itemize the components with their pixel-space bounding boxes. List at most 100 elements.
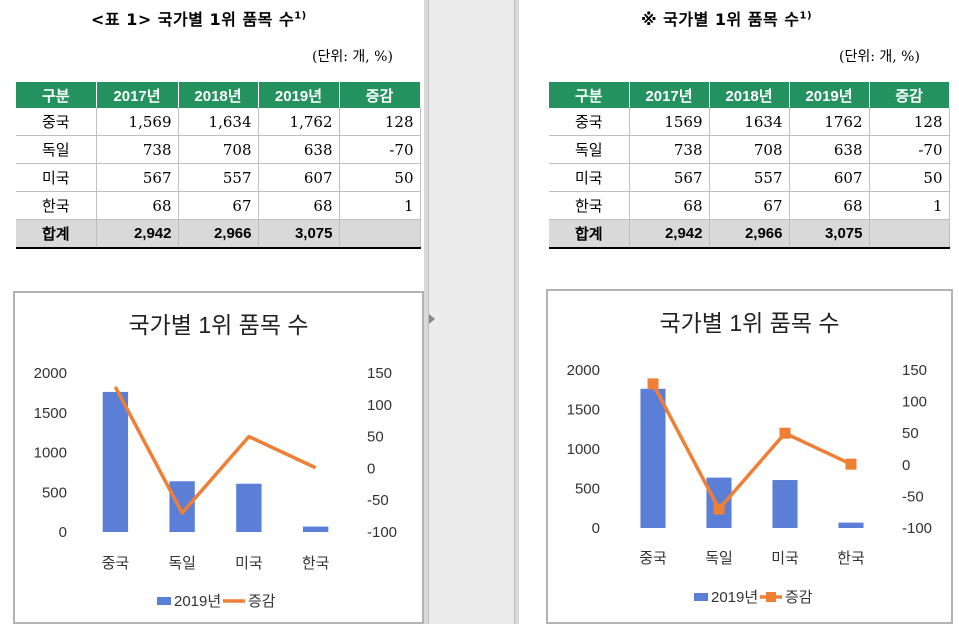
x-axis-category-label: 중국 [639, 550, 667, 567]
line-marker [845, 458, 857, 470]
line-series [113, 386, 317, 515]
table-cell[interactable]: 567 [96, 163, 179, 192]
y2-axis-tick-label: 150 [902, 362, 927, 379]
column-header[interactable]: 2019년 [789, 82, 870, 108]
table-cell[interactable]: 567 [629, 163, 710, 192]
line-marker [713, 503, 725, 515]
expand-arrow-icon[interactable] [429, 314, 435, 324]
column-header[interactable]: 구분 [16, 82, 97, 108]
table-cell[interactable]: 607 [789, 163, 870, 192]
y-axis-tick-label: 500 [42, 484, 67, 501]
table-cell[interactable]: 2,966 [709, 219, 790, 249]
table-cell[interactable]: 67 [709, 191, 790, 220]
table-cell[interactable]: 67 [178, 191, 259, 220]
row-label-cell[interactable]: 중국 [16, 108, 97, 136]
row-label-cell[interactable]: 한국 [549, 191, 630, 220]
table-cell[interactable]: 3,075 [789, 219, 870, 249]
bar [772, 480, 798, 528]
y2-axis-tick-label: 0 [902, 457, 910, 474]
table-cell[interactable]: 1,634 [178, 108, 259, 136]
y2-axis-tick-label: -50 [902, 488, 924, 505]
column-header[interactable]: 2019년 [258, 82, 340, 108]
legend-label: 2019년 [174, 593, 221, 610]
table-cell[interactable]: 557 [709, 163, 790, 192]
table-cell[interactable]: 68 [629, 191, 710, 220]
row-label-cell[interactable]: 한국 [16, 191, 97, 220]
table-cell[interactable]: 1 [869, 191, 950, 220]
bar [169, 481, 195, 532]
combo-chart[interactable]: 국가별 1위 품목 수 0 500 1000 1500 2000 150 100 50 0 -50-… [13, 291, 424, 624]
column-header[interactable]: 2018년 [709, 82, 790, 108]
column-header[interactable]: 2017년 [96, 82, 179, 108]
y-axis-tick-label: 0 [59, 524, 67, 541]
row-label-cell[interactable]: 미국 [549, 163, 630, 192]
table-cell[interactable]: -70 [869, 135, 950, 164]
table-cell[interactable]: 2,942 [96, 219, 179, 249]
column-header[interactable]: 2017년 [629, 82, 710, 108]
table-cell[interactable]: 1569 [629, 108, 710, 136]
x-axis-category-label: 독일 [168, 555, 196, 572]
table-row: 미국 567 557 607 50 [16, 163, 421, 192]
splitter-left-edge[interactable] [424, 0, 429, 624]
x-axis-category-label: 독일 [705, 550, 733, 567]
legend-swatch-bar [694, 593, 708, 601]
table-cell[interactable]: 68 [258, 191, 340, 220]
table-cell[interactable]: 1 [339, 191, 421, 220]
row-label-cell[interactable]: 중국 [549, 108, 630, 136]
table-cell[interactable]: 708 [709, 135, 790, 164]
column-header[interactable]: 증감 [339, 82, 421, 108]
table-cell[interactable]: 638 [789, 135, 870, 164]
table-header-row: 구분 2017년 2018년 2019년 증감 [549, 82, 950, 108]
table-cell[interactable]: 738 [629, 135, 710, 164]
line-marker [779, 427, 791, 439]
table-cell[interactable]: 50 [339, 163, 421, 192]
table-cell[interactable] [869, 219, 950, 249]
column-header[interactable]: 구분 [549, 82, 630, 108]
table-cell[interactable]: 2,942 [629, 219, 710, 249]
table-cell[interactable] [339, 219, 421, 249]
x-axis-category-label: 미국 [235, 555, 263, 572]
table-cell[interactable]: 557 [178, 163, 259, 192]
column-header[interactable]: 2018년 [178, 82, 259, 108]
x-axis-category-label: 한국 [837, 550, 865, 567]
row-label-cell[interactable]: 독일 [549, 135, 630, 164]
chart-title: 국가별 1위 품목 수 [128, 312, 308, 338]
pane-splitter[interactable] [424, 0, 519, 624]
table-cell[interactable]: 1,762 [258, 108, 340, 136]
splitter-right-edge[interactable] [514, 0, 519, 624]
table-cell[interactable]: 607 [258, 163, 340, 192]
table-cell[interactable]: 1762 [789, 108, 870, 136]
line-marker [647, 378, 659, 390]
table-cell[interactable]: 1,569 [96, 108, 179, 136]
bar [102, 391, 129, 532]
combo-chart[interactable]: 국가별 1위 품목 수 0 500 1000 1500 2000 150 100 50 0 -50-… [546, 289, 953, 624]
right-document-pane: ※ 국가별 1위 품목 수1) (단위: 개, %) 구분 2017년 2018년 2… [519, 0, 959, 624]
row-label-cell[interactable]: 독일 [16, 135, 97, 164]
unit-note: (단위: 개, %) [839, 49, 920, 65]
data-table[interactable]: 구분 2017년 2018년 2019년 증감 중국 1569 1634 1762 128 독일 73… [549, 82, 950, 249]
table-cell[interactable]: 3,075 [258, 219, 340, 249]
table-cell[interactable]: 68 [789, 191, 870, 220]
table-cell[interactable]: 128 [869, 108, 950, 136]
table-cell[interactable]: 128 [339, 108, 421, 136]
table-row: 미국 567 557 607 50 [549, 163, 950, 192]
table-cell[interactable]: 2,966 [178, 219, 259, 249]
row-label-cell[interactable]: 합계 [16, 219, 97, 249]
chart-title: 국가별 1위 품목 수 [659, 310, 839, 336]
y-axis-tick-label: 0 [592, 520, 600, 537]
table-cell[interactable]: 50 [869, 163, 950, 192]
table-cell[interactable]: 708 [178, 135, 259, 164]
table-cell[interactable]: -70 [339, 135, 421, 164]
table-cell[interactable]: 738 [96, 135, 179, 164]
table-cell[interactable]: 1634 [709, 108, 790, 136]
table-cell[interactable]: 638 [258, 135, 340, 164]
y2-axis-tick-label: 100 [902, 394, 927, 411]
x-axis-category-label: 한국 [302, 555, 330, 572]
row-label-cell[interactable]: 합계 [549, 219, 630, 249]
table-cell[interactable]: 68 [96, 191, 179, 220]
row-label-cell[interactable]: 미국 [16, 163, 97, 192]
chart-legend: 2019년 증감 [157, 593, 276, 610]
y-axis-tick-label: 1500 [34, 405, 67, 422]
column-header[interactable]: 증감 [869, 82, 950, 108]
